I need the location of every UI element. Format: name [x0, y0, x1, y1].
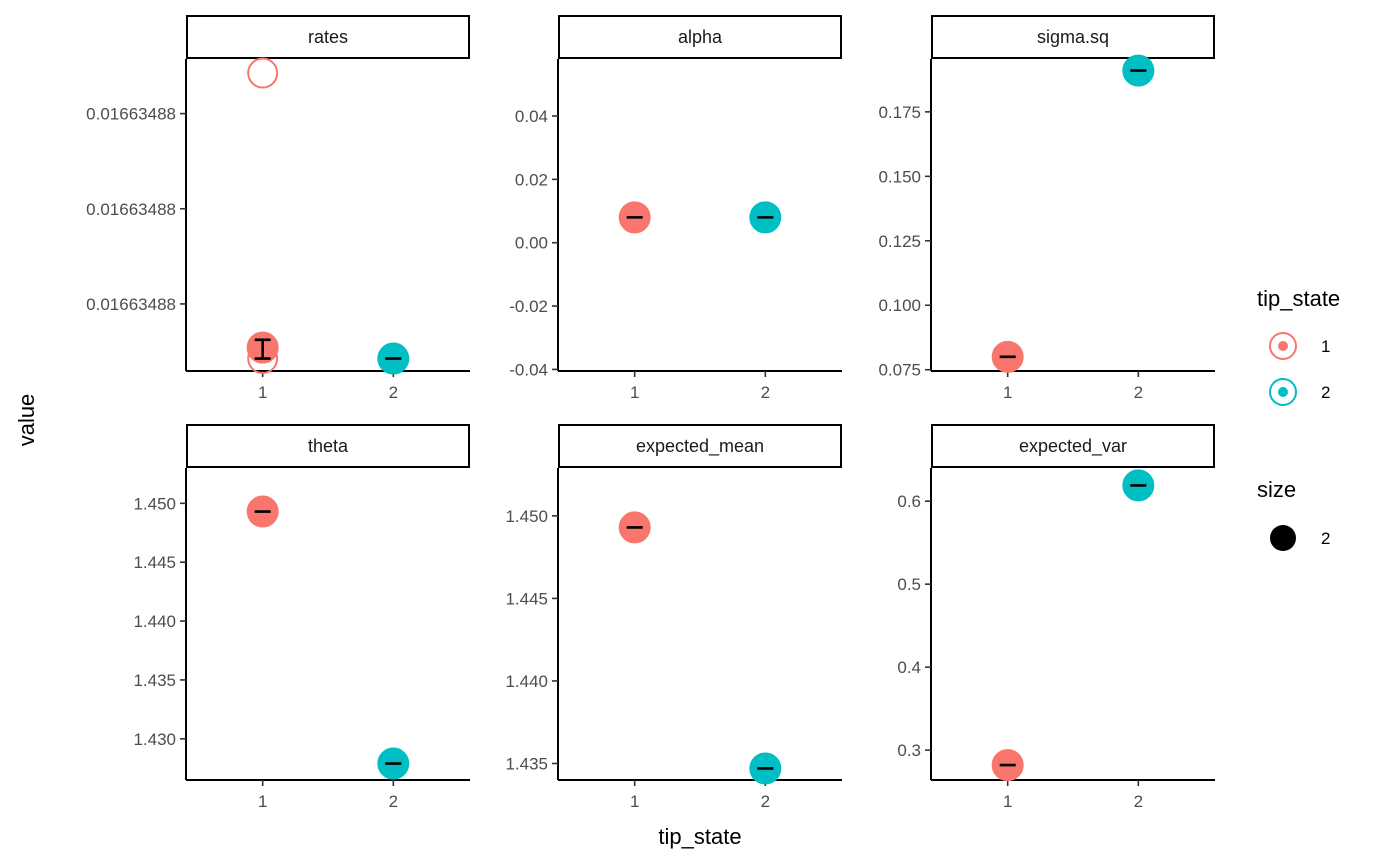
legend-label: 2: [1321, 383, 1330, 402]
y-tick-label: -0.04: [509, 360, 548, 379]
y-tick-label: 1.430: [133, 730, 176, 749]
strip-box: [186, 424, 470, 468]
panel-expected-var: expected_var 0.3 0.4 0.5 0.6 1 2: [897, 424, 1215, 811]
y-tick-label: 0.00: [515, 234, 548, 253]
y-tick-label: 1.440: [505, 672, 548, 691]
y-tick-label: 0.150: [878, 167, 921, 186]
x-tick-label: 1: [1003, 383, 1012, 402]
y-tick-label: 0.3: [897, 741, 921, 760]
strip-label: theta: [308, 436, 349, 456]
y-tick-label: 0.02: [515, 170, 548, 189]
panel-alpha: alpha -0.04 -0.02 0.00 0.02 0.04 1 2: [509, 15, 842, 402]
legend-color-title: tip_state: [1257, 286, 1340, 311]
y-tick-label: 0.175: [878, 103, 921, 122]
strip-box: [558, 15, 842, 59]
y-tick-label: 0.125: [878, 232, 921, 251]
y-tick-label: 1.450: [505, 507, 548, 526]
x-tick-label: 1: [1003, 792, 1012, 811]
y-axis-title: value: [14, 394, 39, 447]
y-tick-label: 0.4: [897, 658, 921, 677]
legend: tip_state size 1 2 2: [1257, 286, 1340, 551]
y-tick-label: 0.01663488: [86, 200, 176, 219]
y-tick-label: 0.04: [515, 107, 548, 126]
strip-label: rates: [308, 27, 348, 47]
panel-theta: theta 1.430 1.435 1.440 1.445 1.450 1 2: [133, 424, 470, 811]
x-tick-label: 2: [761, 792, 770, 811]
strip-label: expected_var: [1019, 436, 1127, 457]
y-tick-label: 1.435: [133, 671, 176, 690]
legend-size-title: size: [1257, 477, 1296, 502]
panel-sigma-sq: sigma.sq 0.075 0.100 0.125 0.150 0.175 1 2: [878, 15, 1215, 402]
y-tick-label: 1.435: [505, 754, 548, 773]
legend-key-dot: [1278, 387, 1288, 397]
y-tick-label: 0.01663488: [86, 295, 176, 314]
y-tick-label: 0.100: [878, 296, 921, 315]
legend-key-dot: [1278, 341, 1288, 351]
y-tick-label: -0.02: [509, 297, 548, 316]
strip-label: expected_mean: [636, 436, 764, 457]
x-tick-label: 1: [630, 383, 639, 402]
strip-box: [931, 15, 1215, 59]
strip-label: alpha: [678, 27, 723, 47]
strip-box: [186, 15, 470, 59]
strip-label: sigma.sq: [1037, 27, 1109, 47]
x-tick-label: 2: [1134, 383, 1143, 402]
y-tick-label: 1.445: [133, 553, 176, 572]
x-tick-label: 2: [389, 792, 398, 811]
x-tick-label: 2: [389, 383, 398, 402]
strip-box: [931, 424, 1215, 468]
y-tick-label: 0.075: [878, 361, 921, 380]
legend-key-ring: [1269, 332, 1297, 360]
legend-key-ring: [1269, 378, 1297, 406]
data-point-hollow: [247, 57, 279, 89]
y-tick-label: 1.445: [505, 589, 548, 608]
legend-label: 1: [1321, 337, 1330, 356]
x-axis-title: tip_state: [658, 824, 741, 849]
x-tick-label: 1: [630, 792, 639, 811]
panel-expected-mean: expected_mean 1.435 1.440 1.445 1.450 1 2: [505, 424, 842, 811]
x-tick-label: 1: [258, 792, 267, 811]
legend-label: 2: [1321, 529, 1330, 548]
y-tick-label: 0.6: [897, 492, 921, 511]
x-tick-label: 2: [761, 383, 770, 402]
legend-size-key: [1270, 525, 1296, 551]
y-tick-label: 1.440: [133, 612, 176, 631]
x-tick-label: 1: [258, 383, 267, 402]
panel-rates: rates 0.01663488 0.01663488 0.01663488 1 2: [86, 15, 470, 402]
y-tick-label: 1.450: [133, 494, 176, 513]
y-tick-label: 0.01663488: [86, 105, 176, 124]
strip-box: [558, 424, 842, 468]
x-tick-label: 2: [1134, 792, 1143, 811]
y-tick-label: 0.5: [897, 575, 921, 594]
